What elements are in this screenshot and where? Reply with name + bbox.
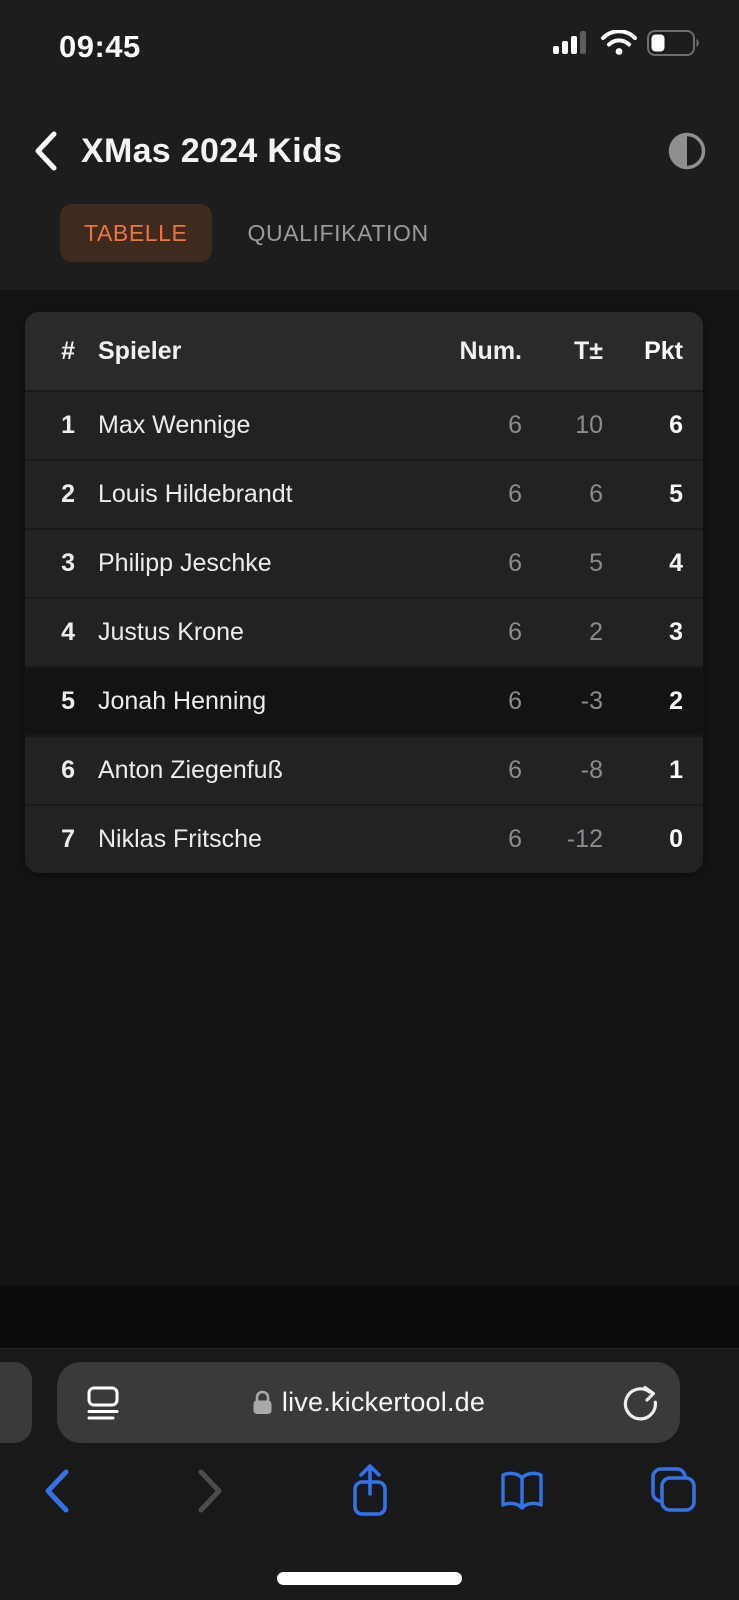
- rank-cell: 1: [61, 411, 75, 439]
- safari-bottom-chrome: live.kickertool.de: [0, 1348, 739, 1600]
- num-cell: 6: [508, 549, 522, 577]
- num-cell: 6: [508, 480, 522, 508]
- previous-tab-peek[interactable]: [0, 1362, 32, 1443]
- num-cell: 6: [508, 618, 522, 646]
- num-cell: 6: [508, 825, 522, 853]
- standings-table: # Spieler Num. T± Pkt 1 Max Wennige 6 10…: [25, 312, 703, 873]
- share-button[interactable]: [342, 1463, 398, 1519]
- url-host-text: live.kickertool.de: [281, 1387, 486, 1417]
- browser-forward-button[interactable]: [182, 1463, 238, 1519]
- pkt-cell: 4: [669, 549, 683, 577]
- page-bottom-band: [0, 1285, 739, 1348]
- table-row: 1 Max Wennige 6 10 6: [25, 390, 703, 459]
- table-header-row: # Spieler Num. T± Pkt: [25, 312, 703, 390]
- bookmarks-icon: [501, 1471, 543, 1510]
- rank-cell: 5: [61, 687, 75, 715]
- pkt-cell: 5: [669, 480, 683, 508]
- player-cell: Max Wennige: [98, 411, 251, 439]
- table-row: 7 Niklas Fritsche 6 -12 0: [25, 804, 703, 873]
- battery-icon: [647, 30, 701, 61]
- theme-toggle-button[interactable]: [665, 129, 709, 173]
- tabs-icon: [651, 1467, 696, 1512]
- tdiff-cell: 5: [589, 549, 603, 577]
- home-indicator[interactable]: [277, 1572, 462, 1585]
- table-row: 5 Jonah Henning 6 -3 2: [25, 666, 703, 735]
- column-header-rank: #: [61, 336, 75, 365]
- back-icon: [45, 1469, 69, 1513]
- num-cell: 6: [508, 756, 522, 784]
- app-back-button[interactable]: [31, 129, 61, 173]
- app-header: XMas 2024 Kids: [31, 122, 709, 180]
- tdiff-cell: -12: [566, 825, 603, 853]
- page-title: XMas 2024 Kids: [81, 131, 343, 170]
- reload-icon: [623, 1385, 657, 1421]
- pkt-cell: 0: [669, 825, 683, 853]
- table-row: 3 Philipp Jeschke 6 5 4: [25, 528, 703, 597]
- tab-qualifikation[interactable]: QUALIFIKATION: [247, 219, 429, 246]
- column-header-num: Num.: [459, 336, 523, 365]
- pkt-cell: 3: [669, 618, 683, 646]
- num-cell: 6: [508, 411, 522, 439]
- status-icons: [553, 29, 701, 61]
- contrast-half-circle-icon: [668, 132, 706, 170]
- table-row: 4 Justus Krone 6 2 3: [25, 597, 703, 666]
- status-bar: 09:45: [0, 0, 739, 90]
- rank-cell: 7: [61, 825, 75, 853]
- player-cell: Niklas Fritsche: [98, 825, 262, 853]
- wifi-icon: [601, 29, 637, 61]
- column-header-tdiff: T±: [574, 336, 603, 365]
- player-cell: Justus Krone: [98, 618, 244, 646]
- tdiff-cell: 10: [575, 411, 603, 439]
- pkt-cell: 6: [669, 411, 683, 439]
- player-cell: Philipp Jeschke: [98, 549, 272, 577]
- table-row: 6 Anton Ziegenfuß 6 -8 1: [25, 735, 703, 804]
- page-settings-icon: [87, 1386, 119, 1420]
- table-body: 1 Max Wennige 6 10 6 2 Louis Hildebrandt…: [25, 390, 703, 873]
- browser-back-button[interactable]: [29, 1463, 85, 1519]
- player-cell: Louis Hildebrandt: [98, 480, 293, 508]
- player-cell: Jonah Henning: [98, 687, 267, 715]
- rank-cell: 4: [61, 618, 75, 646]
- app-top-section: 09:45: [0, 0, 739, 290]
- share-icon: [353, 1464, 387, 1516]
- num-cell: 6: [508, 687, 522, 715]
- rank-cell: 6: [61, 756, 75, 784]
- forward-icon: [198, 1469, 222, 1513]
- reload-button[interactable]: [619, 1382, 661, 1424]
- status-time: 09:45: [59, 29, 141, 64]
- table-row: 2 Louis Hildebrandt 6 6 5: [25, 459, 703, 528]
- tdiff-cell: 6: [589, 480, 603, 508]
- column-header-player: Spieler: [98, 336, 182, 365]
- bookmarks-button[interactable]: [494, 1463, 550, 1519]
- rank-cell: 2: [61, 480, 75, 508]
- tdiff-cell: -8: [580, 756, 603, 784]
- rank-cell: 3: [61, 549, 75, 577]
- player-cell: Anton Ziegenfuß: [98, 756, 283, 784]
- cellular-signal-icon: [553, 30, 591, 61]
- column-header-pkt: Pkt: [644, 336, 683, 365]
- page-settings-button[interactable]: [84, 1384, 122, 1422]
- tdiff-cell: 2: [589, 618, 603, 646]
- tab-bar: TABELLE QUALIFIKATION: [60, 204, 433, 262]
- tab-tabelle[interactable]: TABELLE: [60, 204, 212, 262]
- lock-icon: [253, 1390, 272, 1414]
- pkt-cell: 2: [669, 687, 683, 715]
- pkt-cell: 1: [669, 756, 683, 784]
- tabs-overview-button[interactable]: [644, 1463, 700, 1519]
- address-bar[interactable]: live.kickertool.de: [57, 1362, 680, 1443]
- tdiff-cell: -3: [580, 687, 603, 715]
- url-display: live.kickertool.de: [252, 1387, 485, 1418]
